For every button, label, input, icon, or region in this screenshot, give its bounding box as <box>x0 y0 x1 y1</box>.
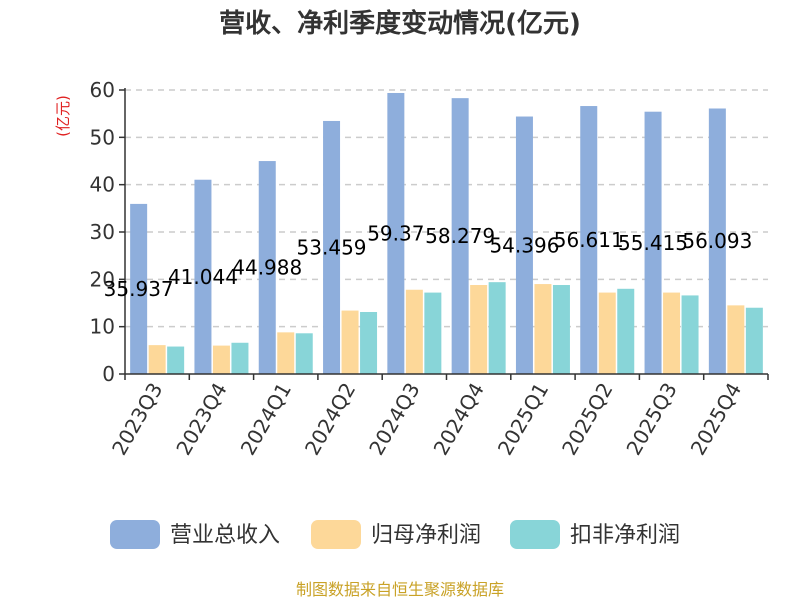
bars <box>130 92 763 375</box>
data-label: 53.459 <box>297 235 367 259</box>
bar-series-2 <box>277 332 295 374</box>
x-tick-label: 2024Q4 <box>429 379 489 460</box>
bar-series-3 <box>681 295 699 374</box>
y-tick-label: 50 <box>90 125 115 149</box>
y-tick-label: 30 <box>90 220 115 244</box>
legend-swatch <box>110 520 160 549</box>
bar-series-1 <box>644 111 662 374</box>
legend-item[interactable]: 营业总收入 <box>110 520 280 549</box>
bar-series-1 <box>451 98 469 375</box>
bar-series-3 <box>488 282 506 374</box>
data-label: 54.396 <box>489 233 559 257</box>
bar-series-3 <box>424 292 442 374</box>
x-tick-label: 2025Q3 <box>621 379 681 460</box>
bar-series-2 <box>212 345 230 374</box>
bar-series-1 <box>515 116 533 374</box>
legend-label: 扣非净利润 <box>570 523 680 548</box>
legend-item[interactable]: 扣非净利润 <box>510 520 680 549</box>
bar-series-3 <box>167 346 185 374</box>
x-tick-label: 2024Q3 <box>364 379 424 460</box>
legend-swatch <box>510 520 560 549</box>
data-label: 41.044 <box>168 265 238 289</box>
bar-series-1 <box>194 179 212 374</box>
bar-series-1 <box>708 108 726 374</box>
x-tick-label: 2023Q3 <box>107 379 167 460</box>
bar-series-3 <box>295 333 313 374</box>
data-label: 56.093 <box>682 229 752 253</box>
x-tick-label: 2024Q2 <box>300 379 360 460</box>
y-tick-label: 0 <box>102 362 115 386</box>
bar-series-3 <box>617 288 635 374</box>
bar-series-2 <box>534 284 552 374</box>
source-note: 制图数据来自恒生聚源数据库 <box>296 580 504 599</box>
legend: 营业总收入 归母净利润 扣非净利润 <box>110 520 680 549</box>
x-tick-label: 2025Q4 <box>686 379 746 460</box>
x-tick-label: 2023Q4 <box>171 379 231 460</box>
y-tick-label: 10 <box>90 315 115 339</box>
bar-series-2 <box>470 285 488 374</box>
x-tick-label: 2025Q2 <box>557 379 617 460</box>
legend-swatch <box>311 520 361 549</box>
bar-series-3 <box>231 342 249 374</box>
data-label: 56.611 <box>554 228 624 252</box>
x-tick-label: 2024Q1 <box>236 379 296 460</box>
bar-series-3 <box>745 307 763 374</box>
data-label: 55.415 <box>618 231 688 255</box>
bar-series-2 <box>598 292 616 374</box>
x-tick-label: 2025Q1 <box>493 379 553 460</box>
data-label: 58.279 <box>425 224 495 248</box>
bar-series-1 <box>580 106 598 375</box>
data-label: 35.937 <box>104 277 174 301</box>
y-axis-label: (亿元) <box>54 95 72 137</box>
y-tick-label: 40 <box>90 173 115 197</box>
y-tick-label: 60 <box>90 78 115 102</box>
bar-series-3 <box>552 285 570 374</box>
legend-label: 归母净利润 <box>371 523 481 548</box>
y-tick-label: 20 <box>90 267 115 291</box>
chart-title: 营收、净利季度变动情况(亿元) <box>219 8 581 39</box>
axes <box>119 88 769 380</box>
bar-series-2 <box>341 310 359 374</box>
legend-item[interactable]: 归母净利润 <box>311 520 481 549</box>
bar-series-1 <box>323 120 341 375</box>
bar-series-3 <box>360 311 378 374</box>
legend-label: 营业总收入 <box>170 523 280 548</box>
data-label: 44.988 <box>232 256 302 280</box>
bar-series-1 <box>258 161 276 374</box>
bar-series-1 <box>387 92 405 375</box>
bar-series-2 <box>148 345 166 374</box>
data-label: 59.37 <box>367 221 424 245</box>
bar-series-2 <box>727 305 745 374</box>
bar-series-2 <box>663 292 681 374</box>
bar-series-1 <box>130 203 148 374</box>
bar-series-2 <box>405 289 423 374</box>
grid-lines <box>125 89 768 328</box>
